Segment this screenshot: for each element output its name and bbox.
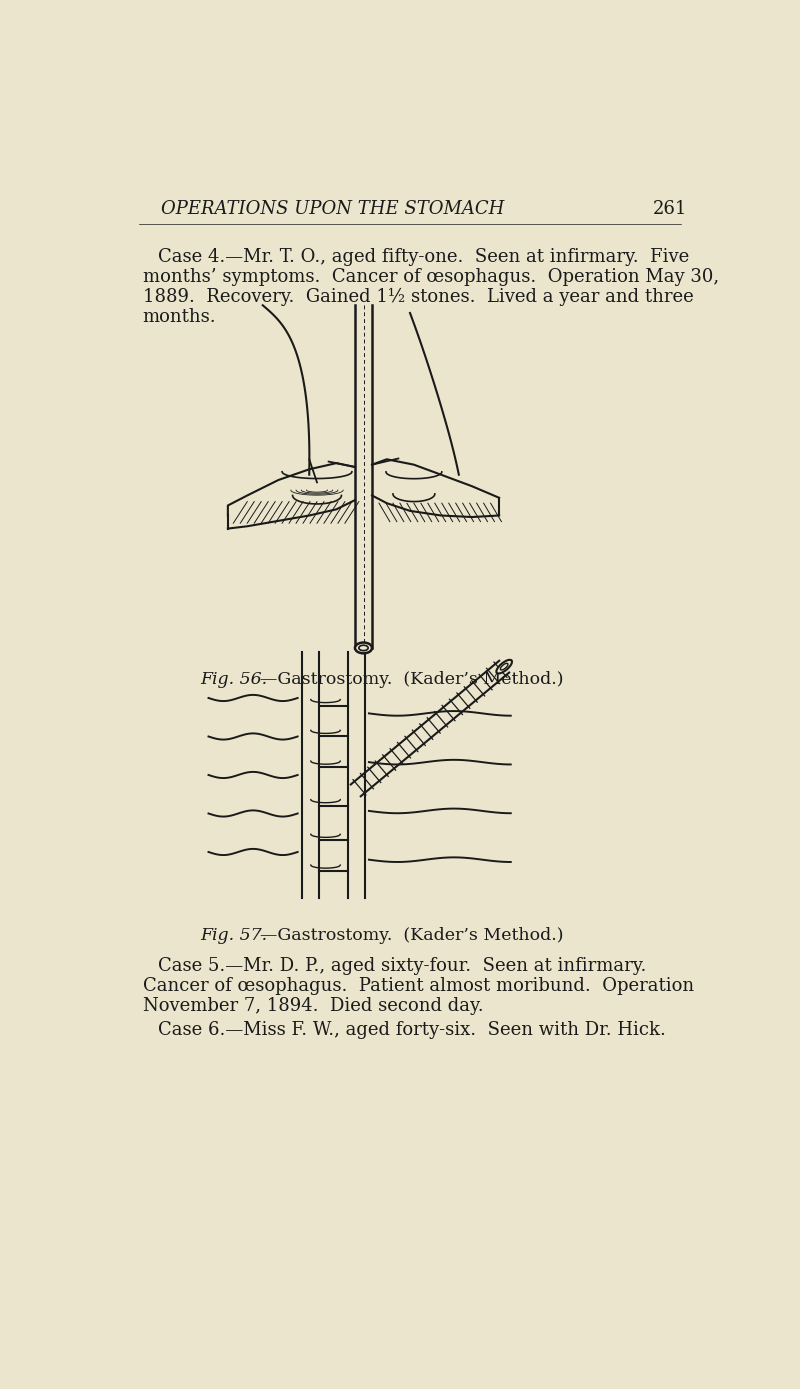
Text: months.: months.: [142, 307, 216, 325]
Text: OPERATIONS UPON THE STOMACH: OPERATIONS UPON THE STOMACH: [161, 200, 504, 218]
Text: —Gastrostomy.  (Kader’s Method.): —Gastrostomy. (Kader’s Method.): [261, 928, 564, 945]
Text: —Gastrostomy.  (Kader’s Method.): —Gastrostomy. (Kader’s Method.): [261, 671, 564, 688]
Text: November 7, 1894.  Died second day.: November 7, 1894. Died second day.: [142, 997, 483, 1015]
Text: 1889.  Recovery.  Gained 1½ stones.  Lived a year and three: 1889. Recovery. Gained 1½ stones. Lived …: [142, 288, 694, 306]
Text: 261: 261: [653, 200, 687, 218]
Ellipse shape: [355, 643, 372, 653]
Text: Fig. 57.: Fig. 57.: [201, 928, 268, 945]
Text: Case 5.—Mr. D. P., aged sixty-four.  Seen at infirmary.: Case 5.—Mr. D. P., aged sixty-four. Seen…: [158, 957, 646, 975]
Text: Case 4.—Mr. T. O., aged fifty-one.  Seen at infirmary.  Five: Case 4.—Mr. T. O., aged fifty-one. Seen …: [158, 247, 690, 265]
Text: Cancer of œsophagus.  Patient almost moribund.  Operation: Cancer of œsophagus. Patient almost mori…: [142, 976, 694, 995]
Text: Fig. 56.: Fig. 56.: [201, 671, 268, 688]
Text: months’ symptoms.  Cancer of œsophagus.  Operation May 30,: months’ symptoms. Cancer of œsophagus. O…: [142, 268, 718, 286]
Text: Case 6.—Miss F. W., aged forty-six.  Seen with Dr. Hick.: Case 6.—Miss F. W., aged forty-six. Seen…: [158, 1021, 666, 1039]
Ellipse shape: [496, 660, 512, 674]
